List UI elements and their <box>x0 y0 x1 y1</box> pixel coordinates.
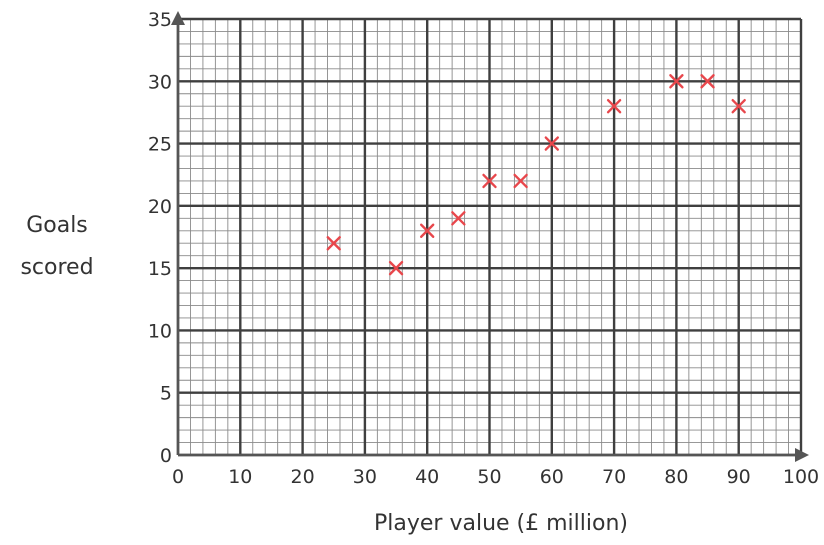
data-point-marker <box>326 236 341 251</box>
marker-stroke <box>513 173 528 189</box>
y-tick-label: 35 <box>148 9 172 31</box>
x-tick-label: 10 <box>228 466 252 488</box>
x-tick-label: 90 <box>727 466 751 488</box>
marker-stroke <box>451 211 466 226</box>
marker-stroke <box>700 74 715 89</box>
x-tick-label: 60 <box>540 466 564 488</box>
y-tick-label: 15 <box>148 258 172 280</box>
y-tick-label: 25 <box>148 134 172 156</box>
data-point-marker <box>482 173 497 189</box>
data-point-marker <box>606 98 622 114</box>
data-point-marker <box>451 211 466 226</box>
marker-stroke <box>606 98 622 114</box>
marker-stroke <box>669 74 684 89</box>
marker-stroke <box>326 236 341 251</box>
y-tick-label: 10 <box>148 320 172 342</box>
data-point-marker <box>420 223 435 238</box>
y-tick-label: 5 <box>160 383 172 405</box>
data-point-marker <box>544 136 559 151</box>
x-tick-label: 30 <box>353 466 377 488</box>
y-tick-label: 20 <box>148 196 172 218</box>
x-tick-label: 70 <box>602 466 626 488</box>
marker-stroke <box>420 223 435 238</box>
y-tick-label: 0 <box>160 445 172 467</box>
data-point-marker <box>700 74 715 89</box>
y-axis-arrowhead <box>171 11 185 25</box>
x-tick-labels: 0 10 20 30 40 50 60 70 80 90 100 <box>172 466 819 488</box>
x-tick-label: 50 <box>477 466 501 488</box>
data-point-marker <box>731 98 746 114</box>
x-tick-label: 100 <box>783 466 819 488</box>
x-tick-label: 80 <box>664 466 688 488</box>
marker-stroke <box>482 173 497 189</box>
y-tick-label: 30 <box>148 71 172 93</box>
x-tick-label: 20 <box>291 466 315 488</box>
data-point-marker <box>388 260 404 276</box>
data-point-marker <box>669 74 684 89</box>
major-grid <box>176 17 803 457</box>
marker-stroke <box>544 136 559 151</box>
y-axis-title-line-1: Goals <box>26 213 88 238</box>
y-tick-labels: 0 5 10 15 20 25 30 35 <box>148 9 172 467</box>
marker-stroke <box>388 260 404 276</box>
x-tick-label: 40 <box>415 466 439 488</box>
data-point-marker <box>513 173 528 189</box>
y-axis-title-line-2: scored <box>20 255 93 280</box>
x-axis-title: Player value (£ million) <box>374 511 628 536</box>
axes <box>171 11 809 462</box>
x-axis-arrowhead <box>795 448 809 462</box>
marker-stroke <box>731 98 746 114</box>
x-tick-label: 0 <box>172 466 184 488</box>
data-points <box>326 74 746 276</box>
